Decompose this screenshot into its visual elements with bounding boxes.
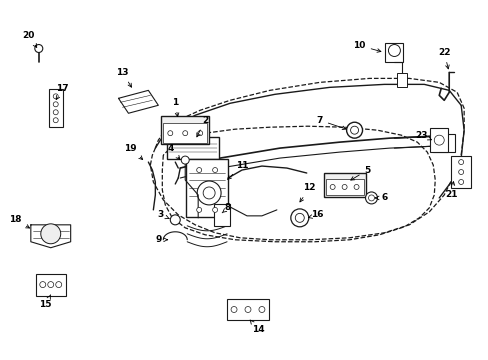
Text: 4: 4: [167, 144, 180, 159]
Text: 8: 8: [222, 203, 231, 213]
Circle shape: [53, 110, 58, 115]
Circle shape: [53, 118, 58, 123]
Circle shape: [196, 167, 201, 172]
Text: 9: 9: [155, 235, 167, 244]
Circle shape: [290, 209, 308, 227]
Bar: [214, 204, 229, 226]
Circle shape: [458, 159, 463, 165]
Text: 23: 23: [414, 131, 430, 140]
Bar: [49, 89, 62, 127]
Circle shape: [170, 215, 180, 225]
Text: 22: 22: [437, 48, 449, 69]
Circle shape: [342, 184, 346, 189]
Circle shape: [353, 184, 358, 189]
Bar: [36, 274, 65, 296]
Circle shape: [35, 45, 42, 53]
Text: 7: 7: [316, 116, 346, 130]
Text: 18: 18: [9, 215, 29, 228]
Bar: [167, 137, 219, 159]
Circle shape: [53, 102, 58, 107]
Circle shape: [329, 184, 334, 189]
Text: 3: 3: [157, 210, 169, 219]
Text: 1: 1: [172, 98, 179, 117]
Circle shape: [368, 195, 374, 201]
Bar: [323, 173, 365, 197]
Circle shape: [48, 282, 54, 288]
Text: 21: 21: [444, 182, 456, 199]
Text: 6: 6: [375, 193, 387, 202]
Circle shape: [346, 122, 362, 138]
Circle shape: [244, 306, 250, 312]
Circle shape: [458, 170, 463, 175]
Circle shape: [230, 306, 237, 312]
Text: 15: 15: [40, 295, 52, 309]
Circle shape: [365, 192, 377, 204]
Text: 20: 20: [22, 31, 37, 48]
Circle shape: [196, 207, 201, 212]
Circle shape: [56, 282, 61, 288]
Text: 2: 2: [197, 116, 208, 137]
Bar: [161, 116, 209, 144]
Circle shape: [350, 126, 358, 134]
Circle shape: [259, 306, 264, 312]
Bar: [397, 73, 407, 87]
Circle shape: [40, 282, 46, 288]
Text: 10: 10: [353, 41, 380, 52]
Bar: [385, 42, 403, 62]
Circle shape: [387, 45, 400, 57]
Circle shape: [41, 224, 61, 244]
Circle shape: [197, 131, 202, 136]
Text: 13: 13: [116, 68, 131, 87]
Circle shape: [197, 181, 221, 205]
Circle shape: [181, 156, 189, 164]
Text: 12: 12: [299, 184, 315, 202]
Text: 19: 19: [124, 144, 142, 159]
Text: 17: 17: [56, 84, 69, 99]
Circle shape: [203, 187, 215, 199]
Bar: [186, 159, 227, 217]
Text: 11: 11: [227, 161, 248, 179]
Circle shape: [212, 207, 217, 212]
Bar: [450, 156, 470, 188]
Text: 16: 16: [308, 210, 324, 219]
Bar: [432, 134, 454, 152]
Circle shape: [167, 131, 172, 136]
Circle shape: [295, 213, 304, 222]
Text: 14: 14: [249, 320, 264, 334]
Circle shape: [433, 135, 443, 145]
Bar: [226, 298, 268, 320]
Text: 5: 5: [350, 166, 370, 180]
Circle shape: [212, 167, 217, 172]
Bar: [325, 179, 363, 195]
Circle shape: [183, 131, 187, 136]
Bar: [429, 128, 447, 152]
Bar: [163, 123, 207, 143]
Circle shape: [458, 180, 463, 184]
Circle shape: [53, 94, 58, 99]
